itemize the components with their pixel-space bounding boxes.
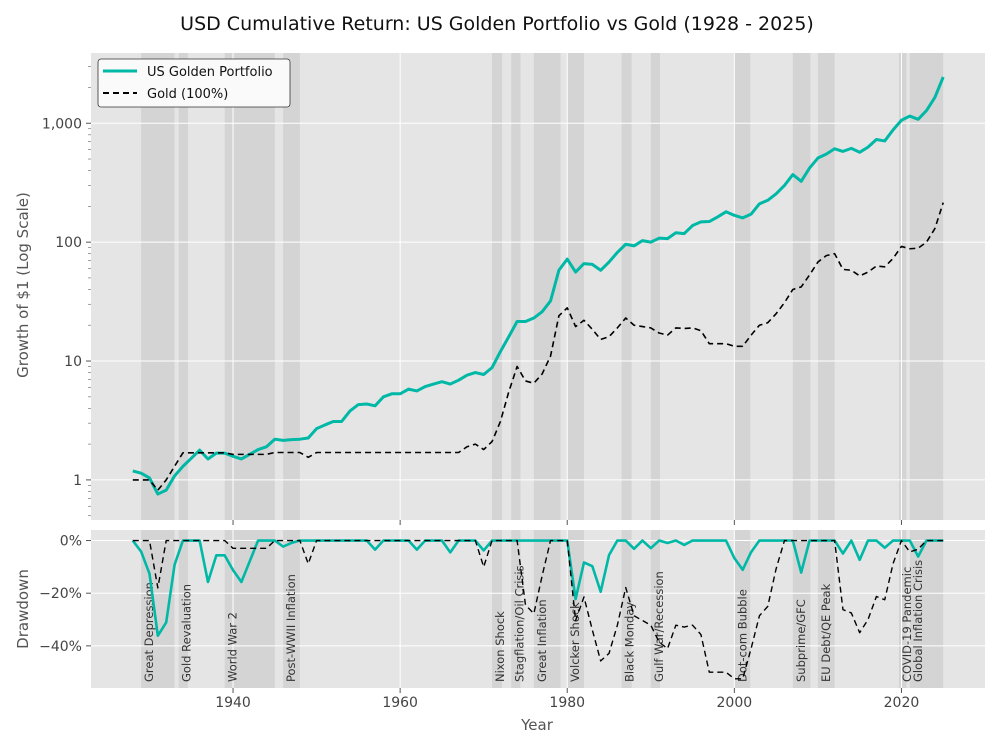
event-shade	[909, 530, 944, 688]
series-line-golden-portfolio	[132, 76, 945, 496]
event-shade	[492, 530, 503, 688]
event-label: Subprime/GFC	[794, 599, 808, 682]
event-label: Nixon Shock	[493, 611, 507, 682]
event-label: Global Inflation Crisis	[911, 560, 925, 682]
event-shade	[734, 53, 751, 520]
x-tick-label: 2020	[884, 695, 920, 711]
y-tick-label: 100	[55, 235, 82, 251]
event-label: Stagflation/Oil Crisis	[512, 565, 526, 682]
event-label: Volcker Shock	[568, 602, 582, 682]
event-shade	[792, 530, 811, 688]
event-label: Great Inflation	[535, 599, 549, 682]
event-label: Gold Revaluation	[180, 584, 194, 682]
event-shade	[533, 53, 561, 520]
legend-label-gold: Gold (100%)	[147, 87, 228, 102]
legend-box	[97, 58, 291, 108]
y-axis-label-bottom: Drawdown	[14, 569, 32, 649]
event-shade	[734, 530, 751, 688]
x-tick-label: 1940	[215, 695, 251, 711]
event-shade	[817, 53, 835, 520]
event-shade	[817, 530, 835, 688]
x-tick-label: 1960	[382, 695, 418, 711]
y-tick-label: 10	[64, 354, 82, 370]
event-shade	[511, 53, 521, 520]
event-shade	[898, 530, 907, 688]
y-tick-label: −20%	[39, 586, 82, 602]
event-shade	[650, 53, 660, 520]
event-label: COVID-19 Pandemic	[900, 567, 914, 682]
drawdown-line-golden-portfolio	[131, 539, 944, 637]
event-shade	[178, 530, 188, 688]
event-label: Gulf War/Recession	[652, 571, 666, 682]
event-shade	[621, 53, 632, 520]
event-shade	[511, 530, 521, 688]
event-label: Dot-com Bubble	[735, 589, 749, 682]
legend-label-golden: US Golden Portfolio	[147, 65, 273, 80]
y-tick-label: 1	[73, 473, 82, 489]
event-shade	[141, 53, 175, 520]
event-shade	[178, 53, 188, 520]
event-label: Great Depression	[142, 582, 156, 682]
cumulative-return-panel: 1 10 100 1,000	[42, 53, 985, 525]
event-label: Black Monday	[623, 602, 637, 682]
legend: US Golden Portfolio Gold (100%)	[97, 58, 291, 108]
event-label: EU Debt/QE Peak	[819, 583, 833, 682]
y-tick-label: 0%	[60, 534, 82, 550]
series-line-gold	[132, 202, 944, 491]
x-tick-label: 1980	[549, 695, 585, 711]
event-label: World War 2	[226, 612, 240, 682]
x-axis-label: Year	[520, 716, 554, 734]
event-shade	[533, 530, 561, 688]
y-tick-label: −40%	[39, 639, 82, 655]
event-shade	[283, 53, 300, 520]
event-shade	[621, 530, 632, 688]
event-shade	[909, 53, 944, 520]
event-shade	[650, 530, 660, 688]
event-shade	[492, 53, 503, 520]
chart-title: USD Cumulative Return: US Golden Portfol…	[180, 13, 814, 35]
event-label: Post-WWII Inflation	[284, 574, 298, 682]
event-shade	[898, 53, 907, 520]
event-shade	[567, 53, 584, 520]
x-tick-label: 2000	[717, 695, 753, 711]
y-axis-label-top: Growth of $1 (Log Scale)	[14, 192, 32, 378]
y-tick-label: 1,000	[42, 116, 82, 132]
drawdown-panel: 0% −20% −40% 1940 1960 1980 2000 2020 Great Depr…	[39, 530, 985, 711]
event-shade	[283, 530, 300, 688]
